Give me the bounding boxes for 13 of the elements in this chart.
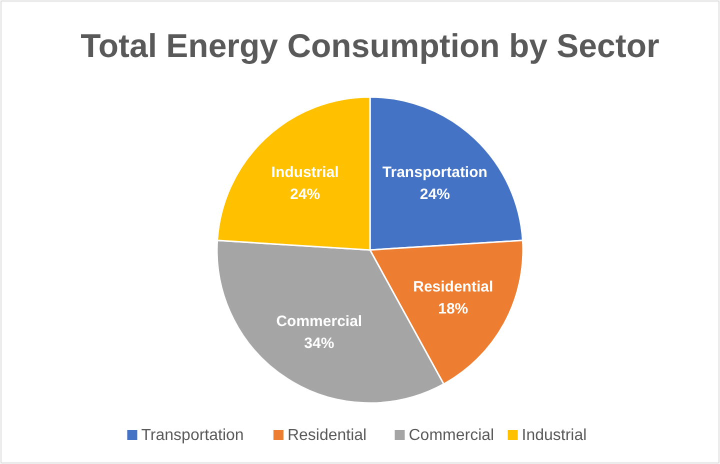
slice-label: Transportation — [382, 164, 488, 181]
chart-title: Total Energy Consumption by Sector — [80, 27, 660, 64]
data-label: 24% — [290, 186, 320, 203]
data-label: 24% — [420, 186, 450, 203]
legend-label: Industrial — [522, 427, 587, 444]
legend-label: Transportation — [141, 427, 244, 444]
legend-label: Commercial — [408, 427, 494, 444]
slice-label: Commercial — [276, 313, 362, 330]
slice-label: Industrial — [271, 164, 339, 181]
slice-label: Residential — [413, 278, 494, 296]
data-label: 34% — [304, 335, 334, 352]
data-label: 18% — [438, 300, 468, 318]
legend-label: Residential — [287, 427, 367, 444]
